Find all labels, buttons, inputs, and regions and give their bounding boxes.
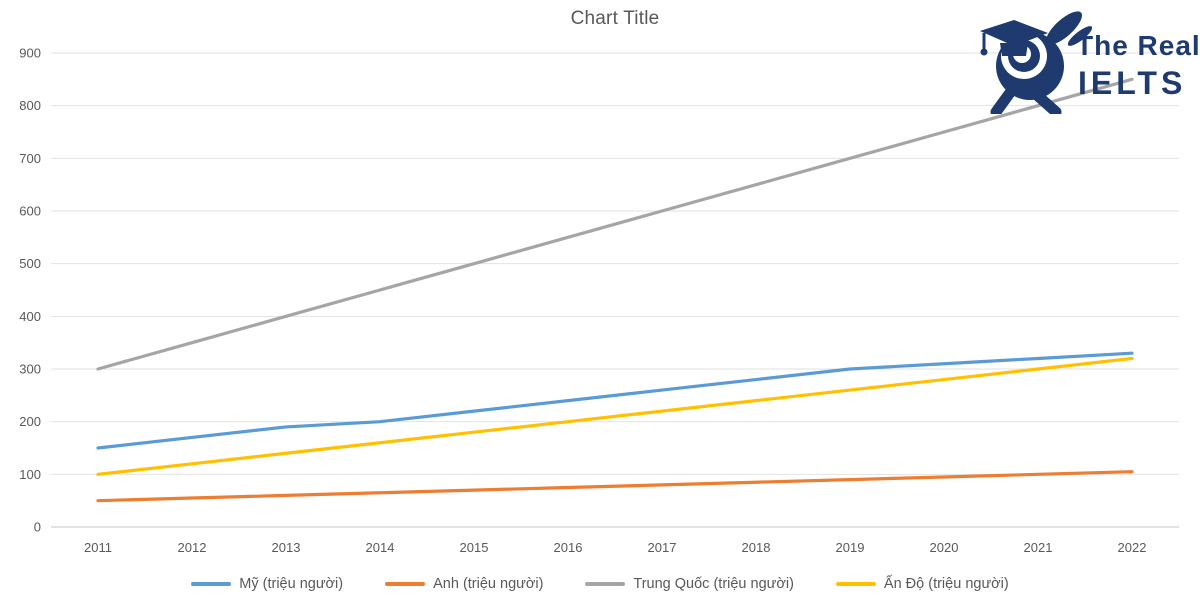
series-line-2	[96, 77, 1134, 371]
x-tick-label-2016: 2016	[554, 540, 583, 555]
legend-label-my: Mỹ (triệu người)	[239, 576, 344, 592]
legend-item-anh: Anh (triệu người)	[385, 576, 543, 592]
the-real-ielts-logo: The Real IELTS	[972, 2, 1200, 118]
x-tick-label-2019: 2019	[836, 540, 865, 555]
legend-item-an-do: Ấn Độ (triệu người)	[835, 576, 1009, 592]
x-tick-label-2014: 2014	[366, 540, 395, 555]
chart-title: Chart Title	[570, 8, 660, 29]
logo-text-line2: IELTS	[1078, 65, 1186, 101]
x-tick-label-2012: 2012	[178, 540, 207, 555]
y-tick-label-700: 700	[19, 151, 41, 166]
legend-line-swatch-my	[191, 582, 232, 586]
y-tick-label-0: 0	[34, 520, 41, 535]
y-tick-label-500: 500	[19, 256, 41, 271]
y-tick-label-400: 400	[19, 309, 41, 324]
x-tick-label-2020: 2020	[930, 540, 959, 555]
y-tick-label-600: 600	[19, 204, 41, 219]
rabbit-graduate-mascot-icon: The Real IELTS	[980, 11, 1200, 118]
x-tick-label-2021: 2021	[1024, 540, 1053, 555]
x-tick-label-2017: 2017	[648, 540, 677, 555]
y-tick-label-900: 900	[19, 46, 41, 61]
series-line-1	[96, 470, 1134, 503]
series-line-3	[96, 356, 1134, 476]
legend-line-swatch-an-do	[835, 582, 876, 586]
y-tick-label-200: 200	[19, 414, 41, 429]
legend-item-my: Mỹ (triệu người)	[191, 576, 343, 592]
y-tick-label-100: 100	[19, 467, 41, 482]
legend-item-trung-quoc: Trung Quốc (triệu người)	[585, 576, 794, 592]
x-tick-label-2022: 2022	[1118, 540, 1147, 555]
x-tick-label-2018: 2018	[742, 540, 771, 555]
legend-line-swatch-trung-quoc	[585, 582, 626, 586]
y-tick-label-300: 300	[19, 362, 41, 377]
x-tick-label-2015: 2015	[460, 540, 489, 555]
legend-label-trung-quoc: Trung Quốc (triệu người)	[633, 576, 794, 592]
chart-legend: Mỹ (triệu người) Anh (triệu người) Trung…	[0, 570, 1200, 598]
x-tick-label-2013: 2013	[272, 540, 301, 555]
logo-text-line1: The Real	[1076, 30, 1200, 61]
x-tick-label-2011: 2011	[84, 540, 112, 555]
legend-label-anh: Anh (triệu người)	[433, 576, 544, 592]
y-tick-label-800: 800	[19, 98, 41, 113]
legend-line-swatch-anh	[385, 582, 426, 586]
legend-label-an-do: Ấn Độ (triệu người)	[883, 576, 1009, 592]
series-line-0	[96, 351, 1134, 450]
